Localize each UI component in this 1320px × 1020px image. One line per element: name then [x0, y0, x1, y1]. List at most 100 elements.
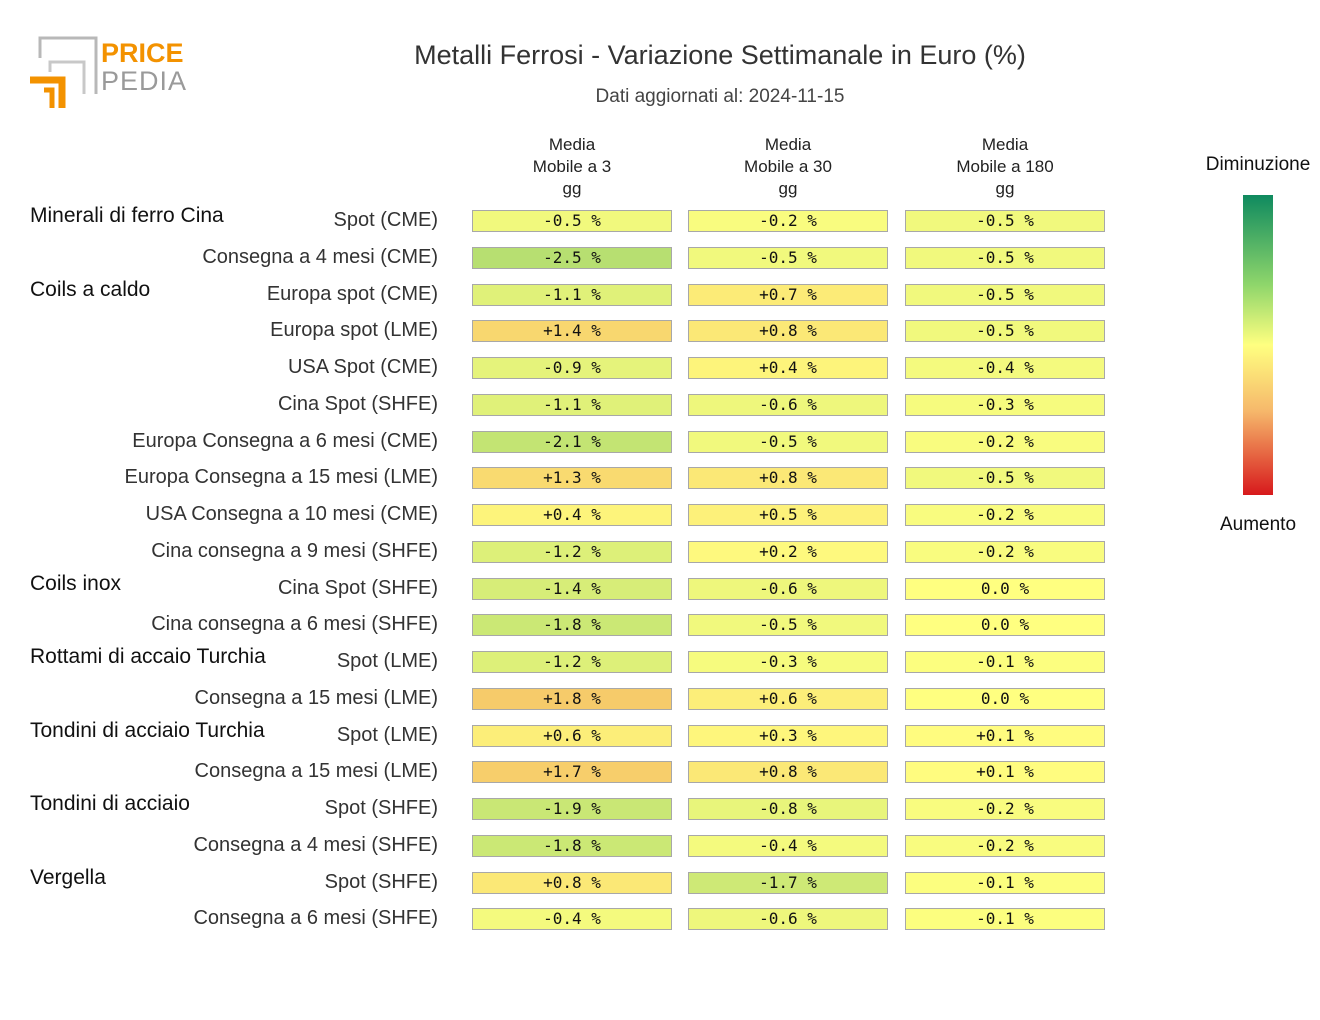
heatmap-cell: -0.5 % — [688, 246, 888, 269]
logo-text-price: PRICE — [101, 38, 184, 68]
heatmap-cell: -0.4 % — [688, 834, 888, 857]
column-header-line: Mobile a 180 — [956, 157, 1054, 176]
group-label: Rottami di accaio Turchia — [30, 645, 266, 668]
heatmap-cell: +0.6 % — [472, 724, 672, 747]
heatmap-cell: +0.4 % — [688, 357, 888, 379]
heatmap-cell: -0.9 % — [472, 357, 672, 379]
row-label: Europa spot (LME) — [270, 319, 438, 342]
heatmap-cell: 0.0 % — [905, 614, 1105, 637]
row-label: USA Consegna a 10 mesi (CME) — [145, 503, 438, 525]
heatmap-cell: +0.8 % — [472, 871, 672, 894]
row-label: Consegna a 4 mesi (CME) — [202, 245, 438, 268]
heatmap-cell: +0.8 % — [688, 761, 888, 784]
row-label: USA Spot (CME) — [287, 356, 438, 378]
pricepedia-logo: PRICE PEDIA — [28, 36, 188, 110]
heatmap-cell: -0.2 % — [905, 504, 1105, 526]
heatmap-cell: -0.2 % — [905, 798, 1105, 820]
heatmap-cell: -1.1 % — [472, 283, 672, 306]
heatmap-cell: +1.7 % — [472, 761, 672, 784]
heatmap-cell: +1.3 % — [472, 467, 672, 490]
row-label: Spot (CME) — [333, 209, 438, 231]
heatmap-cell: -1.8 % — [472, 834, 672, 857]
row-label: Spot (LME) — [336, 650, 438, 672]
legend-label-decrease: Diminuzione — [1205, 154, 1311, 175]
column-header-line: Mobile a 3 — [532, 157, 612, 176]
row-label: Spot (SHFE) — [324, 797, 438, 819]
heatmap-cell: 0.0 % — [905, 577, 1105, 600]
heatmap-cell: -0.5 % — [688, 430, 888, 453]
heatmap-cell: +0.3 % — [688, 724, 888, 747]
column-header-line: gg — [778, 179, 798, 198]
heatmap-cell: +0.2 % — [688, 540, 888, 563]
row-label: Spot (LME) — [336, 723, 438, 746]
logo-mark-icon — [30, 36, 98, 108]
heatmap-cell: +0.1 % — [905, 761, 1105, 784]
heatmap-cell: -2.1 % — [472, 430, 672, 453]
heatmap-cell: -0.2 % — [905, 430, 1105, 453]
chart-title: Metalli Ferrosi - Variazione Settimanale… — [414, 40, 1026, 70]
heatmap-cell: -0.2 % — [905, 540, 1105, 563]
row-label: Europa Consegna a 15 mesi (LME) — [124, 466, 439, 489]
heatmap-cell: -0.4 % — [472, 908, 672, 931]
column-header-line: Media — [764, 135, 812, 154]
row-label: Cina consegna a 9 mesi (SHFE) — [151, 539, 438, 562]
heatmap-cell: -1.1 % — [472, 393, 672, 416]
heatmap-cell: -0.1 % — [905, 908, 1105, 931]
heatmap-cell: +0.1 % — [905, 724, 1105, 747]
group-label: Vergella — [30, 865, 106, 889]
column-header: Media Mobile a 180 gg — [905, 134, 1105, 200]
heatmap-cell: +1.4 % — [472, 320, 672, 343]
heatmap-cell: -0.5 % — [472, 210, 672, 232]
heatmap-cell: -0.6 % — [688, 393, 888, 416]
heatmap-cell: +0.7 % — [688, 283, 888, 306]
heatmap-cell: -0.3 % — [688, 651, 888, 673]
group-label: Coils a caldo — [30, 277, 151, 301]
heatmap-cell: +0.4 % — [472, 504, 672, 526]
heatmap-cell: -0.5 % — [905, 246, 1105, 269]
legend-label-increase: Aumento — [1219, 514, 1297, 535]
heatmap-cell: -0.6 % — [688, 577, 888, 600]
heatmap-cell: -0.8 % — [688, 798, 888, 820]
heatmap-cell: -1.4 % — [472, 577, 672, 600]
heatmap-cell: -0.6 % — [688, 908, 888, 931]
heatmap-cell: -0.3 % — [905, 393, 1105, 416]
heatmap-cell: +1.8 % — [472, 687, 672, 710]
heatmap-cell: +0.8 % — [688, 320, 888, 343]
group-label: Tondini di acciaio Turchia — [30, 718, 265, 742]
row-label: Consegna a 15 mesi (LME) — [194, 760, 438, 783]
heatmap-cell: -0.5 % — [905, 320, 1105, 343]
group-label: Tondini di acciaio — [30, 792, 190, 815]
heatmap-cell: +0.5 % — [688, 504, 888, 526]
heatmap-cell: -2.5 % — [472, 246, 672, 269]
row-label: Spot (SHFE) — [324, 870, 438, 893]
row-label: Europa Consegna a 6 mesi (CME) — [132, 429, 438, 452]
logo-text-pedia: PEDIA — [101, 66, 188, 96]
heatmap-cell: -0.5 % — [905, 283, 1105, 306]
row-label: Cina Spot (SHFE) — [277, 576, 438, 599]
column-header: Media Mobile a 30 gg — [688, 134, 888, 200]
column-header-line: Media — [548, 135, 596, 154]
row-label: Cina Spot (SHFE) — [277, 392, 438, 415]
heatmap-cell: -0.4 % — [905, 357, 1105, 379]
row-label: Consegna a 6 mesi (SHFE) — [193, 907, 438, 930]
heatmap-cell: 0.0 % — [905, 687, 1105, 710]
heatmap-cell: -0.5 % — [688, 614, 888, 637]
row-label: Consegna a 4 mesi (SHFE) — [193, 833, 438, 856]
heatmap-cell: +0.8 % — [688, 467, 888, 490]
heatmap-cell: -1.2 % — [472, 651, 672, 673]
heatmap-cell: -0.5 % — [905, 467, 1105, 490]
heatmap-cell: -0.2 % — [905, 834, 1105, 857]
group-label: Minerali di ferro Cina — [30, 204, 224, 227]
row-label: Cina consegna a 6 mesi (SHFE) — [151, 613, 438, 636]
heatmap-cell: -1.7 % — [688, 871, 888, 894]
heatmap-cell: -0.1 % — [905, 651, 1105, 673]
heatmap-cell: -0.5 % — [905, 210, 1105, 232]
group-label: Coils inox — [30, 571, 122, 595]
heatmap-cell: -0.1 % — [905, 871, 1105, 894]
column-header: Media Mobile a 3 gg — [472, 134, 672, 200]
chart-subtitle: Dati aggiornati al: 2024-11-15 — [595, 86, 845, 107]
heatmap-cell: -0.2 % — [688, 210, 888, 232]
heatmap-cell: +0.6 % — [688, 687, 888, 710]
heatmap-cell: -1.8 % — [472, 614, 672, 637]
legend-color-scale — [1243, 195, 1273, 495]
